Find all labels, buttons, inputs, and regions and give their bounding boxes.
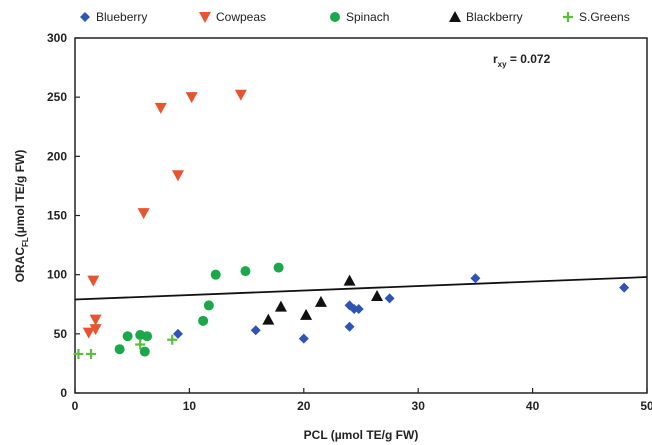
y-tick-label: 50	[54, 327, 68, 341]
data-point	[135, 339, 146, 350]
data-point	[273, 262, 284, 273]
data-point	[619, 282, 630, 293]
data-point	[314, 295, 327, 307]
y-axis-title-sub: FL	[21, 237, 30, 247]
legend-label: Spinach	[346, 10, 389, 24]
legend-marker-diamond	[80, 12, 90, 22]
y-tick-label: 150	[47, 209, 67, 223]
correlation-annotation: rxy = 0.072	[493, 52, 551, 69]
legend-marker-circle	[330, 12, 340, 22]
data-point	[300, 308, 313, 320]
data-point	[198, 315, 209, 326]
data-point	[137, 208, 150, 220]
data-point	[87, 275, 100, 287]
data-point	[203, 300, 214, 311]
data-point	[167, 334, 178, 345]
data-points	[73, 89, 630, 359]
x-tick-label: 10	[183, 399, 197, 413]
series-spinach	[114, 262, 284, 357]
y-axis-title-rest: (µmol TE/g FW)	[13, 150, 27, 238]
x-tick-label: 20	[297, 399, 311, 413]
x-axis-title: PCL (µmol TE/g FW)	[304, 428, 419, 442]
data-point	[82, 327, 95, 339]
data-point	[171, 170, 184, 182]
data-point	[122, 331, 133, 342]
legend-label: S.Greens	[579, 10, 630, 24]
data-point	[344, 321, 355, 332]
data-point	[142, 331, 153, 342]
x-axis: 0 10 20 30 40 50	[72, 388, 652, 413]
data-point	[384, 293, 395, 304]
data-point	[274, 300, 287, 312]
data-point	[172, 328, 183, 339]
data-point	[114, 344, 125, 355]
series-blackberry	[262, 274, 384, 325]
y-tick-label: 0	[60, 386, 67, 400]
data-point	[298, 333, 309, 344]
y-axis-title: ORACFL(µmol TE/g FW)	[13, 150, 30, 283]
x-tick-label: 0	[72, 399, 79, 413]
legend-label: Cowpeas	[216, 10, 266, 24]
series-blueberry	[172, 273, 630, 344]
data-point	[234, 89, 247, 101]
data-point	[371, 289, 384, 301]
data-point	[89, 314, 102, 326]
legend-label: Blackberry	[466, 10, 523, 24]
data-point	[210, 269, 221, 280]
data-point	[86, 348, 97, 359]
data-point	[353, 303, 364, 314]
y-tick-label: 100	[47, 268, 67, 282]
series-cowpeas	[82, 89, 247, 339]
data-point	[89, 324, 102, 336]
plot-area-frame	[74, 37, 648, 394]
y-tick-label: 200	[47, 149, 67, 163]
legend-marker-triangle-up	[449, 11, 461, 22]
legend-label: Blueberry	[96, 10, 147, 24]
data-point	[470, 273, 481, 284]
x-tick-label: 30	[412, 399, 426, 413]
series-s-greens	[73, 334, 178, 359]
data-point	[240, 266, 251, 277]
y-tick-label: 300	[47, 31, 67, 45]
legend-marker-plus	[563, 12, 573, 22]
x-tick-label: 40	[526, 399, 540, 413]
annotation-value: = 0.072	[507, 52, 551, 66]
legend-marker-triangle-down	[199, 12, 211, 23]
data-point	[185, 92, 198, 104]
trend-line	[74, 276, 648, 301]
y-axis: 0 50 100 150 200 250 300	[47, 31, 80, 400]
x-tick-label: 50	[640, 399, 652, 413]
data-point	[262, 313, 275, 325]
y-tick-label: 250	[47, 90, 67, 104]
data-point	[343, 274, 356, 286]
legend: Blueberry Cowpeas Spinach Blackberry S.Green…	[80, 10, 630, 24]
data-point	[250, 325, 261, 336]
data-point	[139, 346, 150, 357]
data-point	[154, 102, 167, 114]
annotation-r: r	[493, 52, 498, 66]
y-axis-title-main: ORAC	[13, 247, 27, 283]
data-point	[73, 348, 84, 359]
annotation-sub: xy	[498, 60, 507, 69]
